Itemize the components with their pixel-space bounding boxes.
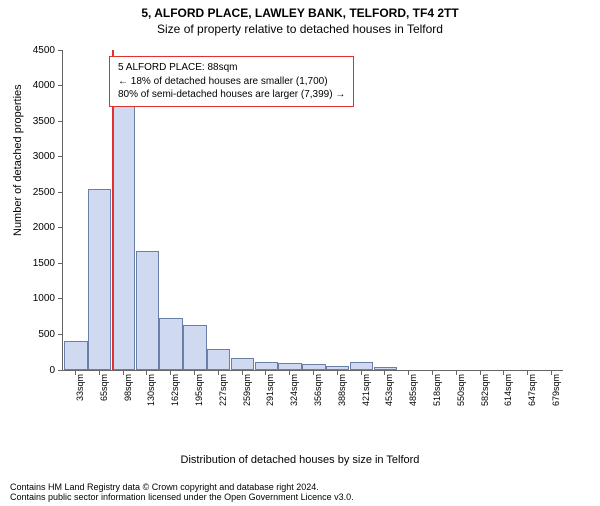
info-line-2: ← 18% of detached houses are smaller (1,… (118, 75, 345, 89)
bar (159, 318, 182, 370)
x-axis-label: Distribution of detached houses by size … (0, 454, 600, 466)
x-tick-label: 98sqm (123, 374, 133, 416)
bar-slot (468, 50, 492, 370)
bar (64, 341, 87, 370)
x-tick-label: 324sqm (289, 374, 299, 416)
x-tick-label: 582sqm (480, 374, 490, 416)
y-tick: 1500 (23, 257, 63, 269)
bar-slot (420, 50, 444, 370)
bar (255, 362, 278, 370)
x-tick-label: 195sqm (194, 374, 204, 416)
footer-line-2: Contains public sector information licen… (10, 492, 354, 502)
chart-area: 5 ALFORD PLACE: 88sqm ← 18% of detached … (62, 50, 562, 410)
x-tick-label: 647sqm (527, 374, 537, 416)
x-tick-label: 485sqm (408, 374, 418, 416)
x-tick-label: 227sqm (218, 374, 228, 416)
footer-line-1: Contains HM Land Registry data © Crown c… (10, 482, 354, 492)
y-tick: 1000 (23, 293, 63, 305)
y-tick: 4500 (23, 44, 63, 56)
bar (136, 251, 159, 370)
bar (207, 349, 230, 370)
bar (350, 362, 373, 370)
x-tick-label: 356sqm (313, 374, 323, 416)
footer: Contains HM Land Registry data © Crown c… (10, 482, 354, 502)
x-tick-label: 291sqm (265, 374, 275, 416)
y-tick: 3500 (23, 115, 63, 127)
x-tick-label: 33sqm (75, 374, 85, 416)
bar (231, 358, 254, 370)
x-tick-label: 550sqm (456, 374, 466, 416)
y-tick: 0 (23, 364, 63, 376)
y-tick: 3000 (23, 151, 63, 163)
y-tick: 500 (23, 328, 63, 340)
plot-area: 5 ALFORD PLACE: 88sqm ← 18% of detached … (62, 50, 563, 371)
bar-slot (63, 50, 87, 370)
x-tick-label: 421sqm (361, 374, 371, 416)
bar-slot (515, 50, 539, 370)
x-tick-label: 388sqm (337, 374, 347, 416)
x-tick-label: 453sqm (384, 374, 394, 416)
x-tick-label: 65sqm (99, 374, 109, 416)
bar-slot (87, 50, 111, 370)
y-tick: 4000 (23, 80, 63, 92)
y-tick: 2500 (23, 186, 63, 198)
x-tick-label: 259sqm (242, 374, 252, 416)
bar (112, 87, 135, 370)
page-subtitle: Size of property relative to detached ho… (0, 22, 600, 36)
bar-slot (539, 50, 563, 370)
bar-slot (444, 50, 468, 370)
bar-slot (492, 50, 516, 370)
info-line-3: 80% of semi-detached houses are larger (… (118, 88, 345, 102)
y-tick: 2000 (23, 222, 63, 234)
x-tick-label: 614sqm (503, 374, 513, 416)
x-tick-label: 130sqm (146, 374, 156, 416)
x-tick-label: 518sqm (432, 374, 442, 416)
bar (183, 325, 206, 370)
bar (88, 189, 111, 370)
bar (278, 363, 301, 370)
bar-slot (396, 50, 420, 370)
info-line-1: 5 ALFORD PLACE: 88sqm (118, 61, 345, 75)
x-tick-label: 679sqm (551, 374, 561, 416)
bar-slot (373, 50, 397, 370)
info-box: 5 ALFORD PLACE: 88sqm ← 18% of detached … (109, 56, 354, 107)
x-tick-label: 162sqm (170, 374, 180, 416)
page-title: 5, ALFORD PLACE, LAWLEY BANK, TELFORD, T… (0, 6, 600, 20)
